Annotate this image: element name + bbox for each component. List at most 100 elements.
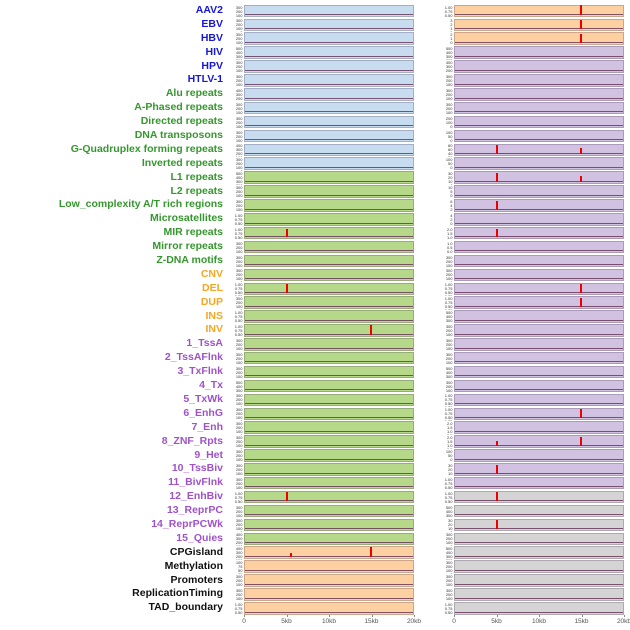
y-axis-tick-labels: 1.000.750.500.250.00 — [234, 226, 243, 240]
column-gap — [414, 504, 440, 518]
column-gap — [414, 601, 440, 615]
signal-spike — [370, 325, 372, 335]
plot-row: Promoters 3002001000 3002001000 — [0, 574, 630, 588]
track-panel-left — [244, 185, 414, 198]
plot-row: 2_TssAFlnk 3002001000 3002001000 — [0, 351, 630, 365]
plot-row: 12_EnhBiv 1.000.750.500.250.00 1.000.750.5… — [0, 490, 630, 504]
track-panel-right — [454, 143, 624, 157]
x-axis-tick-label: 10kb — [531, 618, 547, 626]
x-axis-tick-label: 15kb — [574, 618, 589, 626]
row-label: HIV — [205, 45, 223, 58]
plot-row: CPGisland 4003002001000 500400300200100 — [0, 546, 630, 560]
column-gap — [414, 46, 440, 60]
track-panel-right — [454, 46, 624, 59]
column-gap — [414, 254, 440, 268]
column-gap — [414, 476, 440, 490]
signal-baseline — [455, 319, 623, 321]
track-panel-right — [454, 601, 624, 615]
track-panel-left — [244, 199, 414, 212]
y-axis-tick-labels: 10 5 0 — [448, 185, 453, 199]
row-label: DUP — [200, 295, 223, 308]
signal-spike — [580, 436, 582, 446]
track-panel-right — [454, 101, 624, 115]
column-gap — [414, 226, 440, 240]
y-axis-tick-labels: 3002001000 — [235, 101, 243, 115]
y-axis-tick-labels: 1.000.750.500.250.00 — [444, 476, 453, 490]
column-gap — [414, 587, 440, 601]
y-axis-tick-labels: 1.000.750.500.250.00 — [444, 296, 453, 310]
y-axis-tick-labels: 3002001000 — [445, 574, 453, 588]
signal-baseline — [455, 97, 623, 99]
signal-spike — [290, 553, 293, 557]
plot-row: INS 1.000.750.500.250.00 500400300200100 — [0, 309, 630, 323]
plot-row: 6_EnhG 3002001000 1.000.750.500.250.00 — [0, 407, 630, 421]
signal-baseline — [455, 500, 623, 502]
signal-spike — [496, 520, 498, 530]
track-panel-left — [244, 213, 414, 226]
plot-row: EBV 3002001000 3210 — [0, 18, 630, 32]
row-label: INS — [205, 309, 223, 322]
signal-baseline — [245, 597, 413, 599]
axis-spacer — [0, 615, 230, 627]
track-panel-left — [244, 115, 414, 129]
x-axis-tick-label: 20kb — [406, 618, 422, 626]
row-label: HPV — [201, 59, 223, 72]
track-panel-right — [454, 129, 624, 143]
y-axis-tick-labels: 1.000.750.500.250.00 — [444, 393, 453, 407]
y-axis-tick-labels: 3002001000 — [235, 60, 243, 74]
x-axis-right: 0 5kb 10kb 15kb 20kb — [452, 615, 630, 627]
signal-baseline — [455, 347, 623, 349]
track-panel-left — [244, 46, 414, 59]
track-panel-left — [244, 490, 414, 504]
signal-baseline — [455, 250, 623, 252]
signal-baseline — [245, 389, 413, 391]
plot-row: 13_ReprPC 3002001000 500400300200100 — [0, 504, 630, 518]
signal-baseline — [455, 292, 623, 294]
track-panel-left — [244, 143, 414, 157]
column-gap — [414, 560, 440, 574]
x-axis-tick-label: 5kb — [491, 618, 502, 626]
track-panel-left — [244, 588, 414, 601]
track-panel-left — [244, 324, 414, 337]
track-panel-left — [244, 560, 414, 573]
plot-row: L1 repeats 500400300200100 3020100 — [0, 171, 630, 185]
signal-baseline — [245, 41, 413, 43]
signal-baseline — [245, 194, 413, 196]
signal-baseline — [455, 417, 623, 419]
x-axis-tick — [371, 615, 373, 618]
track-panel-left — [244, 310, 414, 323]
plot-row: HBV 3002001000 210 — [0, 32, 630, 46]
track-panel-left — [244, 532, 414, 546]
x-axis-tick-label: 0 — [242, 618, 246, 626]
column-gap — [414, 421, 440, 435]
row-label: Mirror repeats — [152, 240, 223, 253]
row-label: 8_ZNF_Rpts — [161, 434, 223, 447]
x-axis-tick — [414, 615, 415, 618]
plot-row: INV 1.000.750.500.250.00 3002001000 — [0, 323, 630, 337]
plot-row: HIV 500400300200100 500400300200100 — [0, 46, 630, 60]
y-axis-tick-labels: 3020100 — [448, 171, 453, 185]
plot-row: 11_BivFlnk 3002001000 1.000.750.500.250.00 — [0, 476, 630, 490]
signal-baseline — [245, 347, 413, 349]
signal-baseline — [245, 611, 413, 613]
signal-baseline — [245, 250, 413, 252]
x-axis-tick — [454, 615, 455, 618]
column-gap — [414, 32, 440, 46]
signal-spike — [580, 284, 582, 294]
x-axis-tick — [329, 615, 330, 618]
y-axis-tick-labels: 3002001000 — [445, 532, 453, 546]
signal-baseline — [245, 430, 413, 432]
signal-baseline — [245, 167, 413, 168]
y-axis-tick-labels: 1.000.750.500.250.00 — [444, 407, 453, 421]
y-axis-tick-labels: 3002001000 — [235, 4, 243, 18]
plot-row: 8_ZNF_Rpts 3002001000 2.01.51.00.50.0 — [0, 435, 630, 449]
y-axis-tick-labels: 3002001000 — [445, 254, 453, 268]
column-gap — [414, 393, 440, 407]
signal-baseline — [245, 333, 413, 335]
y-axis-tick-labels: 3002001000 — [235, 435, 243, 449]
